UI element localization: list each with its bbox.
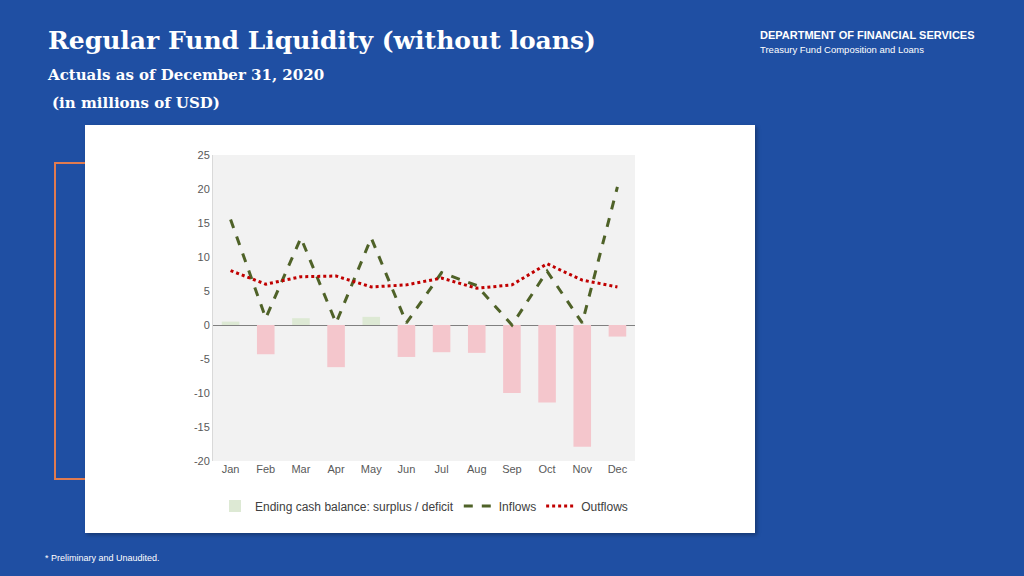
html-text:Regular Fund Liquidity (withou: Regular Fund Liquidity (without loans) [48, 26, 596, 55]
svg-text:Oct: Oct [539, 463, 556, 475]
svg-text:Ending cash balance: surplus /: Ending cash balance: surplus / deficit [255, 500, 454, 514]
svg-text:25: 25 [198, 149, 210, 161]
svg-text:Inflows: Inflows [499, 500, 536, 514]
svg-text:Nov: Nov [572, 463, 592, 475]
svg-text:10: 10 [198, 251, 210, 263]
svg-text:-15: -15 [194, 421, 210, 433]
svg-text:May: May [361, 463, 382, 475]
svg-text:Feb: Feb [256, 463, 275, 475]
svg-text:0: 0 [204, 319, 210, 331]
svg-text:Jun: Jun [398, 463, 416, 475]
svg-text:Sep: Sep [502, 463, 522, 475]
svg-text:5: 5 [204, 285, 210, 297]
html-text:* Preliminary and Unaudited.: * Preliminary and Unaudited. [45, 553, 160, 563]
svg-text:15: 15 [198, 217, 210, 229]
svg-text:Outflows: Outflows [581, 500, 628, 514]
svg-text:Jul: Jul [435, 463, 449, 475]
svg-text:Jan: Jan [222, 463, 240, 475]
svg-text:Aug: Aug [467, 463, 487, 475]
svg-text:Mar: Mar [291, 463, 310, 475]
html-text:Treasury Fund Composition and: Treasury Fund Composition and Loans [760, 44, 924, 55]
svg-text:-20: -20 [194, 455, 210, 467]
svg-text:Dec: Dec [608, 463, 628, 475]
svg-text:Apr: Apr [328, 463, 345, 475]
html-text:(in millions of USD): (in millions of USD) [52, 94, 220, 112]
svg-text:-5: -5 [200, 353, 210, 365]
svg-text:20: 20 [198, 183, 210, 195]
svg-text:-10: -10 [194, 387, 210, 399]
html-text:Actuals as of December 31, 202: Actuals as of December 31, 2020 [48, 66, 325, 84]
html-text:DEPARTMENT OF FINANCIAL SERVIC: DEPARTMENT OF FINANCIAL SERVICES [760, 29, 975, 41]
